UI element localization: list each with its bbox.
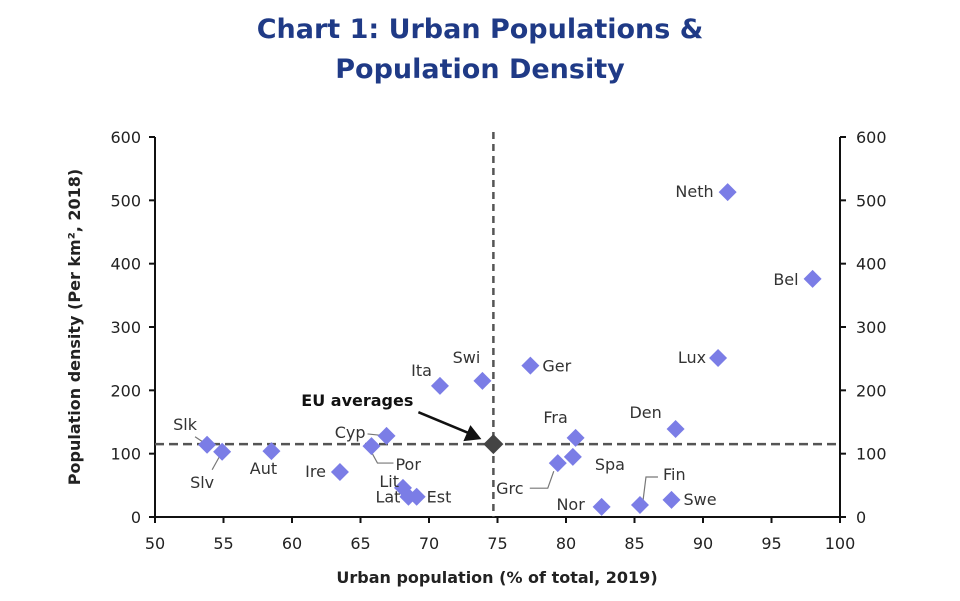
x-tick-label: 70 bbox=[419, 534, 439, 553]
data-point-swi bbox=[473, 371, 492, 390]
data-point-por bbox=[362, 437, 381, 456]
y-tick-label-left: 400 bbox=[110, 255, 141, 274]
data-point-swe bbox=[662, 490, 681, 509]
data-label-ire: Ire bbox=[305, 462, 326, 481]
data-label-est: Est bbox=[427, 488, 452, 507]
data-label-fra: Fra bbox=[543, 408, 567, 427]
data-label-neth: Neth bbox=[675, 182, 713, 201]
data-point-fra bbox=[566, 428, 585, 447]
y-tick-label-left: 500 bbox=[110, 191, 141, 210]
chart-title-line2: Population Density bbox=[335, 54, 625, 85]
data-point-nor bbox=[592, 497, 611, 516]
data-label-bel: Bel bbox=[773, 270, 798, 289]
y-tick-label-right: 300 bbox=[856, 318, 887, 337]
data-label-den: Den bbox=[629, 403, 661, 422]
y-tick-label-left: 300 bbox=[110, 318, 141, 337]
data-point-cyp bbox=[377, 426, 396, 445]
data-label-lux: Lux bbox=[678, 348, 706, 367]
leader-line bbox=[370, 451, 394, 464]
data-point-bel bbox=[803, 269, 822, 288]
data-label-slk: Slk bbox=[173, 415, 198, 434]
data-label-fin: Fin bbox=[663, 465, 686, 484]
data-label-grc: Grc bbox=[496, 479, 523, 498]
data-label-ita: Ita bbox=[411, 361, 432, 380]
y-axis-label: Population density (Per km², 2018) bbox=[65, 169, 84, 485]
data-point-neth bbox=[718, 183, 737, 202]
data-label-por: Por bbox=[395, 455, 421, 474]
x-tick-label: 80 bbox=[556, 534, 576, 553]
leader-line bbox=[529, 470, 555, 489]
data-point-den bbox=[666, 419, 685, 438]
data-point-fin bbox=[630, 495, 649, 514]
data-point-ita bbox=[430, 376, 449, 395]
x-tick-label: 60 bbox=[282, 534, 302, 553]
x-axis-label: Urban population (% of total, 2019) bbox=[336, 568, 657, 587]
y-tick-label-left: 600 bbox=[110, 128, 141, 147]
data-point-slv bbox=[213, 442, 232, 461]
data-label-nor: Nor bbox=[556, 495, 585, 514]
data-label-swe: Swe bbox=[683, 490, 716, 509]
y-tick-label-left: 0 bbox=[131, 508, 141, 527]
y-tick-label-left: 100 bbox=[110, 445, 141, 464]
y-tick-label-right: 0 bbox=[856, 508, 866, 527]
x-tick-label: 55 bbox=[213, 534, 233, 553]
eu-average-arrow-shaft bbox=[417, 411, 472, 436]
x-tick-label: 95 bbox=[761, 534, 781, 553]
data-point-spa bbox=[563, 447, 582, 466]
chart-title-line1: Chart 1: Urban Populations & bbox=[256, 14, 704, 45]
data-point-ger bbox=[521, 356, 540, 375]
data-point-slk bbox=[198, 435, 217, 454]
y-tick-label-right: 600 bbox=[856, 128, 887, 147]
x-tick-label: 90 bbox=[693, 534, 713, 553]
eu-average-arrow-head bbox=[463, 425, 482, 442]
data-label-lit: Lit bbox=[379, 472, 399, 491]
x-tick-label: 100 bbox=[825, 534, 856, 553]
data-label-aut: Aut bbox=[250, 459, 277, 478]
y-tick-label-right: 100 bbox=[856, 445, 887, 464]
x-tick-label: 50 bbox=[145, 534, 165, 553]
data-point-grc bbox=[548, 454, 567, 473]
eu-average-marker bbox=[483, 434, 504, 455]
data-label-lat: Lat bbox=[375, 488, 400, 507]
data-label-slv: Slv bbox=[190, 473, 214, 492]
x-tick-label: 75 bbox=[487, 534, 507, 553]
leader-line bbox=[642, 476, 658, 502]
data-point-aut bbox=[262, 442, 281, 461]
data-point-est bbox=[407, 487, 426, 506]
y-tick-label-right: 200 bbox=[856, 381, 887, 400]
y-tick-label-right: 500 bbox=[856, 191, 887, 210]
data-point-ire bbox=[330, 463, 349, 482]
data-label-ger: Ger bbox=[542, 357, 571, 376]
eu-average-label: EU averages bbox=[301, 391, 413, 410]
x-tick-label: 85 bbox=[624, 534, 644, 553]
data-point-lux bbox=[709, 349, 728, 368]
data-label-cyp: Cyp bbox=[335, 423, 366, 442]
data-label-swi: Swi bbox=[453, 348, 481, 367]
data-label-spa: Spa bbox=[595, 455, 625, 474]
y-tick-label-right: 400 bbox=[856, 255, 887, 274]
x-tick-label: 65 bbox=[350, 534, 370, 553]
y-tick-label-left: 200 bbox=[110, 381, 141, 400]
